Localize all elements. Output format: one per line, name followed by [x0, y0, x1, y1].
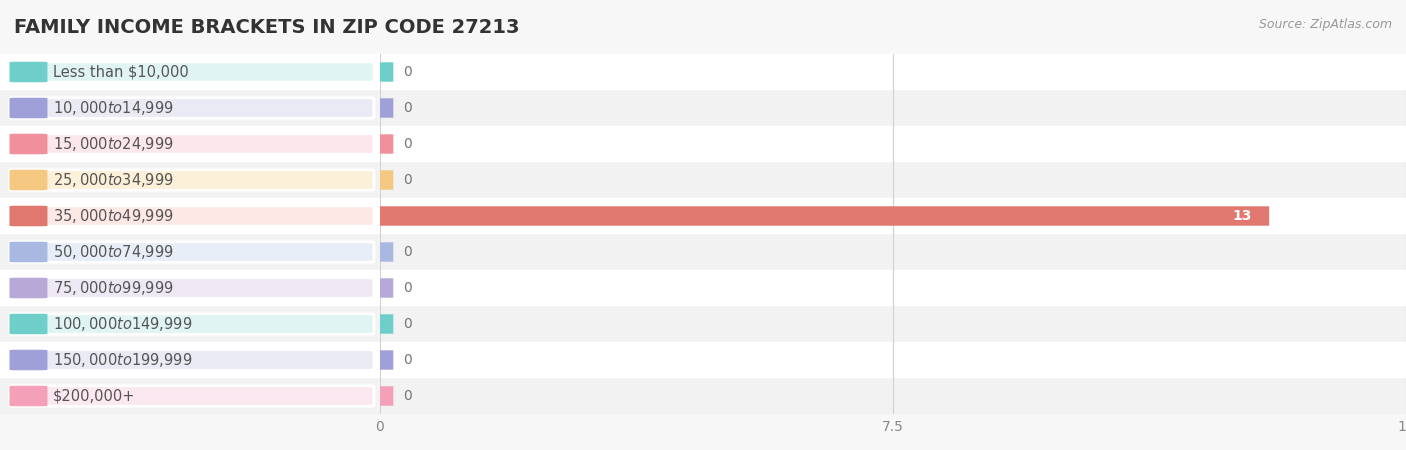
Bar	[0, 54, 380, 90]
FancyBboxPatch shape	[10, 170, 374, 190]
Text: 0: 0	[404, 101, 412, 115]
Bar	[0, 198, 380, 234]
FancyBboxPatch shape	[380, 170, 394, 190]
Bar	[0, 126, 380, 162]
Text: Less than $10,000: Less than $10,000	[53, 64, 188, 80]
FancyBboxPatch shape	[380, 98, 394, 118]
Bar	[0, 306, 380, 342]
Text: 0: 0	[404, 281, 412, 295]
Text: Source: ZipAtlas.com: Source: ZipAtlas.com	[1258, 18, 1392, 31]
Text: FAMILY INCOME BRACKETS IN ZIP CODE 27213: FAMILY INCOME BRACKETS IN ZIP CODE 27213	[14, 18, 520, 37]
FancyBboxPatch shape	[10, 386, 374, 406]
FancyBboxPatch shape	[10, 62, 48, 82]
FancyBboxPatch shape	[10, 134, 374, 154]
Text: $150,000 to $199,999: $150,000 to $199,999	[53, 351, 193, 369]
Bar	[0, 234, 380, 270]
Text: 0: 0	[404, 389, 412, 403]
Text: $200,000+: $200,000+	[53, 388, 135, 404]
FancyBboxPatch shape	[380, 314, 394, 334]
Text: $50,000 to $74,999: $50,000 to $74,999	[53, 243, 174, 261]
FancyBboxPatch shape	[380, 242, 394, 262]
FancyBboxPatch shape	[10, 350, 374, 370]
Bar	[380, 90, 1406, 126]
FancyBboxPatch shape	[10, 242, 48, 262]
Bar	[0, 270, 380, 306]
FancyBboxPatch shape	[10, 170, 48, 190]
FancyBboxPatch shape	[380, 350, 394, 370]
FancyBboxPatch shape	[380, 134, 394, 154]
Bar	[0, 162, 380, 198]
FancyBboxPatch shape	[380, 62, 394, 82]
Text: $35,000 to $49,999: $35,000 to $49,999	[53, 207, 174, 225]
FancyBboxPatch shape	[10, 134, 48, 154]
Text: 13: 13	[1233, 209, 1253, 223]
FancyBboxPatch shape	[10, 350, 48, 370]
FancyBboxPatch shape	[10, 278, 374, 298]
FancyBboxPatch shape	[380, 386, 394, 406]
FancyBboxPatch shape	[10, 206, 48, 226]
Text: $75,000 to $99,999: $75,000 to $99,999	[53, 279, 174, 297]
FancyBboxPatch shape	[380, 206, 1270, 226]
Bar	[380, 54, 1406, 90]
Text: $15,000 to $24,999: $15,000 to $24,999	[53, 135, 174, 153]
FancyBboxPatch shape	[380, 278, 394, 298]
Bar	[380, 306, 1406, 342]
FancyBboxPatch shape	[10, 98, 48, 118]
Text: 0: 0	[404, 353, 412, 367]
FancyBboxPatch shape	[10, 314, 374, 334]
FancyBboxPatch shape	[10, 314, 48, 334]
Bar	[380, 378, 1406, 414]
FancyBboxPatch shape	[10, 62, 374, 82]
FancyBboxPatch shape	[10, 386, 48, 406]
FancyBboxPatch shape	[10, 242, 374, 262]
FancyBboxPatch shape	[10, 278, 48, 298]
Bar	[0, 378, 380, 414]
Text: 0: 0	[404, 137, 412, 151]
Bar	[380, 126, 1406, 162]
Bar	[380, 270, 1406, 306]
Bar	[380, 162, 1406, 198]
Text: 0: 0	[404, 317, 412, 331]
Bar	[380, 342, 1406, 378]
Text: 0: 0	[404, 65, 412, 79]
Text: $10,000 to $14,999: $10,000 to $14,999	[53, 99, 174, 117]
Bar	[0, 90, 380, 126]
Text: $100,000 to $149,999: $100,000 to $149,999	[53, 315, 193, 333]
FancyBboxPatch shape	[10, 98, 374, 118]
FancyBboxPatch shape	[10, 206, 374, 226]
Text: 0: 0	[404, 245, 412, 259]
Bar	[380, 234, 1406, 270]
Bar	[0, 342, 380, 378]
Bar	[380, 198, 1406, 234]
Text: 0: 0	[404, 173, 412, 187]
Text: $25,000 to $34,999: $25,000 to $34,999	[53, 171, 174, 189]
